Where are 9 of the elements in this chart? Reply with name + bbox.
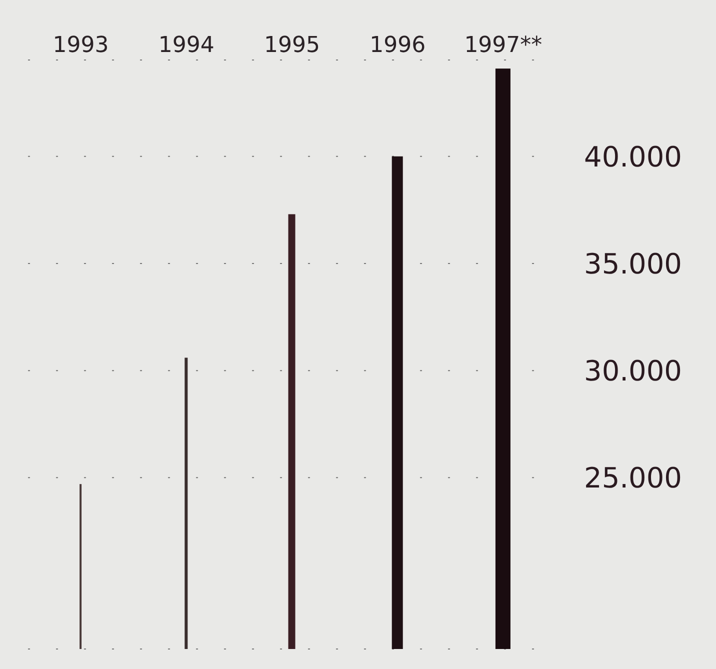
x-tick-label: 1995 <box>264 33 320 58</box>
x-tick-label: 1996 <box>370 33 426 58</box>
x-tick-label: 1994 <box>158 33 214 58</box>
y-tick-label: 40.000 <box>584 140 682 174</box>
y-tick-label: 35.000 <box>584 247 682 280</box>
y-tick-label: 25.000 <box>584 462 682 495</box>
x-tick-label: 1997** <box>464 33 542 58</box>
x-tick-label: 1993 <box>52 33 109 58</box>
y-tick-label: 30.000 <box>584 354 682 388</box>
